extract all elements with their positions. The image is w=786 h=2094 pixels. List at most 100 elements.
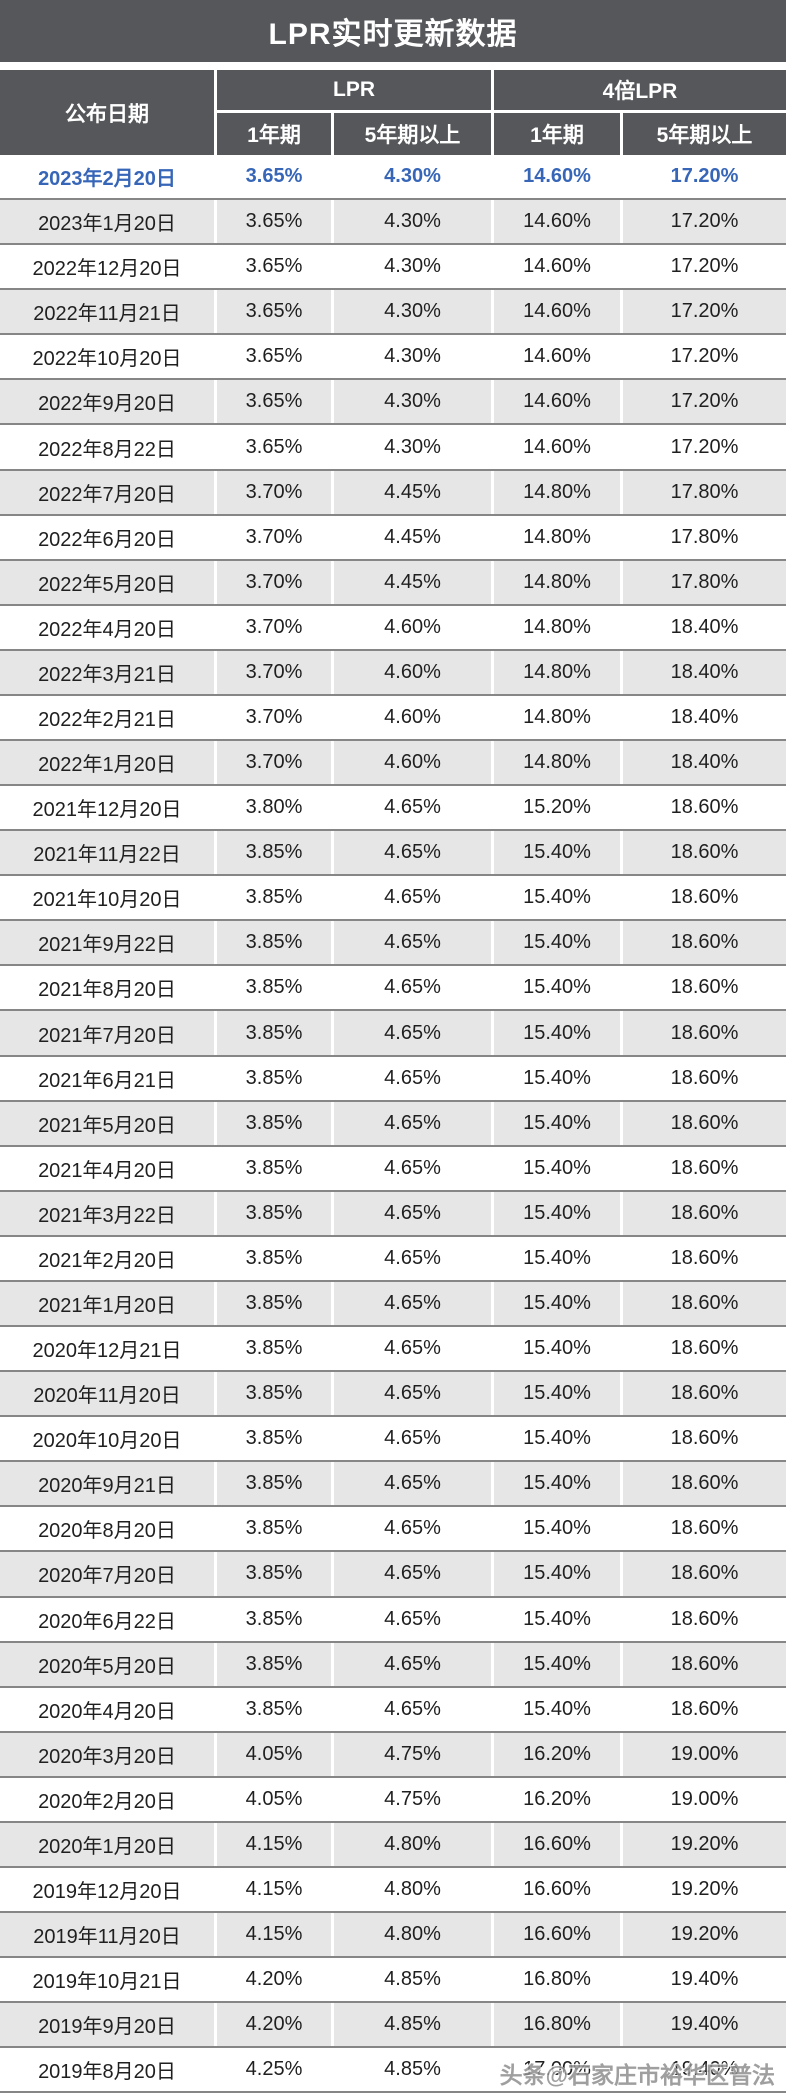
- rate-cell: 4.80%: [334, 1867, 494, 1912]
- table-row: 2022年5月20日 3.70% 4.45% 14.80% 17.80%: [0, 560, 786, 606]
- rate-cell: 17.20%: [670, 255, 739, 278]
- rate-cell: 3.85%: [217, 1552, 334, 1596]
- rate-cell: 3.85%: [217, 1507, 334, 1551]
- rate-cell: 18.60%: [670, 931, 739, 954]
- rate-cell: 15.40%: [494, 1011, 623, 1055]
- date-cell: 2021年12月20日: [0, 786, 217, 830]
- rate-cell: 3.80%: [217, 786, 334, 830]
- date-cell: 2020年2月20日: [0, 1777, 217, 1821]
- rate-cell: 4.30%: [334, 335, 494, 379]
- rate-cell: 4.65%: [334, 1327, 494, 1371]
- rate-cell: 4.65%: [334, 1507, 494, 1551]
- date-cell: 2020年8月20日: [0, 1507, 217, 1551]
- rate-cell: 16.80%: [494, 1958, 623, 2002]
- rate-cell: 4.65%: [334, 876, 494, 920]
- rate-cell: 18.60%: [670, 976, 739, 999]
- date-cell: 2021年5月20日: [0, 1101, 217, 1145]
- table-row: 2020年10月20日 3.85% 4.65% 15.40% 18.60%: [0, 1417, 786, 1463]
- date-cell: 2020年7月20日: [0, 1552, 217, 1596]
- date-cell: 2020年3月20日: [0, 1732, 217, 1776]
- rate-cell: 17.20%: [670, 390, 739, 413]
- rate-cell: 4.65%: [334, 1597, 494, 1641]
- rate-cell: 4.45%: [334, 560, 494, 604]
- rate-cell: 4.60%: [334, 605, 494, 649]
- rate-cell: 19.20%: [670, 1832, 739, 1855]
- date-cell: 2020年11月20日: [0, 1372, 217, 1416]
- header-group-lpr4x: 4倍LPR: [494, 70, 786, 113]
- table-row: 2021年1月20日 3.85% 4.65% 15.40% 18.60%: [0, 1281, 786, 1328]
- table-row: 2019年9月20日 4.20% 4.85% 16.80% 19.40%: [0, 2003, 786, 2049]
- table-row: 2021年6月21日 3.85% 4.65% 15.40% 18.60%: [0, 1056, 786, 1102]
- table-row: 2021年9月22日 3.85% 4.65% 15.40% 18.60%: [0, 921, 786, 967]
- date-cell: 2019年10月21日: [0, 1958, 217, 2002]
- rate-cell: 16.60%: [494, 1867, 623, 1912]
- table-row: 2022年8月22日 3.65% 4.30% 14.60% 17.20%: [0, 425, 786, 471]
- date-cell: 2019年8月20日: [0, 2048, 217, 2092]
- header-lpr-1y: 1年期: [217, 113, 334, 155]
- rate-cell: 4.30%: [334, 155, 494, 199]
- rate-cell: 4.85%: [334, 1958, 494, 2002]
- date-cell: 2022年3月21日: [0, 650, 217, 694]
- rate-cell: 3.85%: [217, 1281, 334, 1326]
- rate-cell: 15.40%: [494, 1327, 623, 1371]
- table-row: 2020年12月21日 3.85% 4.65% 15.40% 18.60%: [0, 1327, 786, 1373]
- rate-cell: 18.60%: [670, 886, 739, 909]
- table-row: 2022年2月21日 3.70% 4.60% 14.80% 18.40%: [0, 695, 786, 742]
- rate-cell: 4.15%: [217, 1867, 334, 1912]
- date-cell: 2021年4月20日: [0, 1146, 217, 1190]
- table-row: 2020年1月20日 4.15% 4.80% 16.60% 19.20%: [0, 1822, 786, 1868]
- rate-cell: 18.60%: [670, 1246, 739, 1269]
- rate-cell: 3.70%: [217, 650, 334, 694]
- rate-cell: 4.80%: [334, 1822, 494, 1866]
- table-row: 2022年3月21日 3.70% 4.60% 14.80% 18.40%: [0, 650, 786, 696]
- rate-cell: 14.80%: [494, 515, 623, 559]
- rate-cell: 3.85%: [217, 1642, 334, 1686]
- rate-cell: 4.30%: [334, 290, 494, 334]
- rate-cell: 3.65%: [217, 425, 334, 469]
- rate-cell: 15.40%: [494, 1507, 623, 1551]
- rate-cell: 15.40%: [494, 1101, 623, 1145]
- rate-cell: 17.20%: [670, 300, 739, 323]
- table-row: 2022年1月20日 3.70% 4.60% 14.80% 18.40%: [0, 741, 786, 787]
- rate-cell: 4.60%: [334, 650, 494, 694]
- date-cell: 2022年11月21日: [0, 290, 217, 334]
- date-cell: 2021年1月20日: [0, 1281, 217, 1326]
- rate-cell: 16.20%: [494, 1777, 623, 1821]
- rate-cell: 18.60%: [670, 1382, 739, 1405]
- rate-cell: 14.60%: [494, 335, 623, 379]
- rate-cell: 4.85%: [334, 2048, 494, 2092]
- rate-cell: 4.05%: [217, 1777, 334, 1821]
- rate-cell: 14.60%: [494, 425, 623, 469]
- rate-cell: 4.65%: [334, 1462, 494, 1506]
- table-row: 2023年2月20日 3.65% 4.30% 14.60% 17.20%: [0, 155, 786, 201]
- rate-cell: 15.40%: [494, 1552, 623, 1596]
- rate-cell: 18.60%: [670, 1427, 739, 1450]
- date-cell: 2022年10月20日: [0, 335, 217, 379]
- table-row: 2020年6月22日 3.85% 4.65% 15.40% 18.60%: [0, 1597, 786, 1643]
- rate-cell: 17.20%: [670, 435, 739, 458]
- rate-cell: 3.85%: [217, 1597, 334, 1641]
- rate-cell: 14.80%: [494, 470, 623, 514]
- date-cell: 2019年9月20日: [0, 2003, 217, 2047]
- header-publish-date: 公布日期: [0, 70, 217, 155]
- rate-cell: 18.60%: [670, 1607, 739, 1630]
- date-cell: 2022年5月20日: [0, 560, 217, 604]
- rate-cell: 18.60%: [670, 1697, 739, 1720]
- rate-cell: 4.05%: [217, 1732, 334, 1776]
- table-row: 2022年10月20日 3.65% 4.30% 14.60% 17.20%: [0, 335, 786, 381]
- table-row: 2021年10月20日 3.85% 4.65% 15.40% 18.60%: [0, 876, 786, 922]
- rate-cell: 3.85%: [217, 921, 334, 965]
- rate-cell: 4.60%: [334, 741, 494, 785]
- date-cell: 2020年10月20日: [0, 1417, 217, 1461]
- date-cell: 2019年12月20日: [0, 1867, 217, 1912]
- rate-cell: 4.20%: [217, 1958, 334, 2002]
- rate-cell: 19.40%: [670, 2013, 739, 2036]
- date-cell: 2021年6月21日: [0, 1056, 217, 1100]
- page-title: LPR实时更新数据: [0, 0, 786, 62]
- rate-cell: 4.65%: [334, 1056, 494, 1100]
- rate-cell: 15.40%: [494, 876, 623, 920]
- rate-cell: 18.60%: [670, 1291, 739, 1314]
- rate-cell: 15.40%: [494, 921, 623, 965]
- rate-cell: 19.20%: [670, 1923, 739, 1946]
